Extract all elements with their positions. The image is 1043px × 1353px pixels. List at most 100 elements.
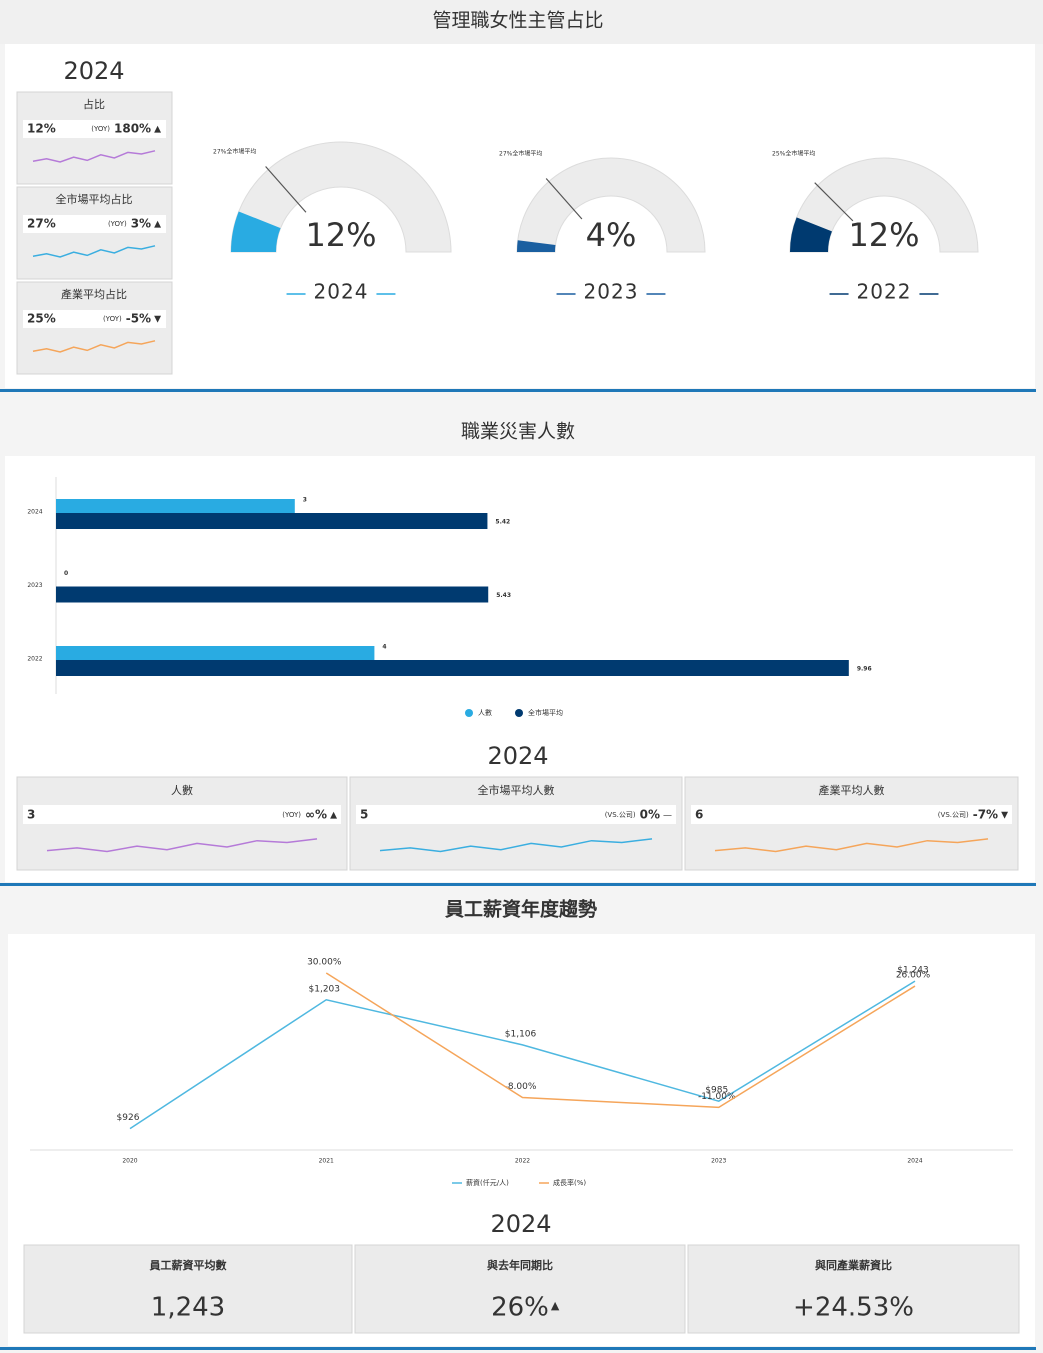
gauge-track xyxy=(230,141,452,253)
card-value: 3 xyxy=(27,808,35,822)
kpi-card xyxy=(687,1244,1020,1334)
trend-arrow: ▲ xyxy=(154,125,161,135)
change-value: 3% xyxy=(131,217,151,231)
card-row xyxy=(23,805,341,824)
legend-label: 全市場平均 xyxy=(528,708,563,717)
x-tick-label: 2022 xyxy=(515,1158,530,1165)
card-row xyxy=(691,805,1012,824)
sparkline xyxy=(714,838,989,853)
trend-arrow: ▼ xyxy=(1001,811,1008,821)
bar xyxy=(56,646,375,662)
card-row xyxy=(23,215,166,233)
panel xyxy=(5,44,1035,388)
bar-label: 5.42 xyxy=(495,519,510,526)
card-value: +24.53% xyxy=(793,1293,914,1323)
chart-title: 員工薪資年度趨勢 xyxy=(445,898,597,921)
separator xyxy=(0,883,1036,886)
change-value: ∞% xyxy=(305,808,327,822)
compare-label: (YOY) xyxy=(282,811,301,819)
compare-label: (YOY) xyxy=(91,125,110,133)
card-value: 5 xyxy=(360,808,368,822)
year-heading: 2024 xyxy=(490,1210,551,1238)
bar xyxy=(56,660,849,676)
data-label: $926 xyxy=(117,1113,140,1123)
card-row xyxy=(356,805,676,824)
gauge-category: 2023 xyxy=(584,280,639,304)
card-value: 1,243 xyxy=(151,1293,225,1323)
data-label: -11.00% xyxy=(698,1092,736,1102)
bar-label: 3 xyxy=(303,497,307,504)
gauge-fill xyxy=(231,211,281,252)
chart-title: 職業災害人數 xyxy=(461,421,575,443)
benchmark-needle xyxy=(545,178,583,220)
gauge-category: 2024 xyxy=(314,280,369,304)
sparkline xyxy=(46,838,318,853)
sparkline xyxy=(32,340,156,353)
kpi-card xyxy=(23,1244,353,1334)
compare-label: (VS.公司) xyxy=(605,811,636,819)
legend-swatch xyxy=(515,709,523,717)
x-tick-label: 2020 xyxy=(122,1158,137,1165)
card-title: 人數 xyxy=(171,784,193,797)
card-row xyxy=(23,120,166,138)
card-title: 全市場平均占比 xyxy=(56,192,133,206)
data-label: $1,203 xyxy=(309,984,341,994)
gauge-fill xyxy=(790,217,832,252)
y-tick-label: 2024 xyxy=(27,509,42,516)
legend-label: 成長率(%) xyxy=(553,1178,586,1187)
year-heading: 2024 xyxy=(487,742,548,770)
gauge-category: 2022 xyxy=(857,280,912,304)
year-heading: 2024 xyxy=(63,57,124,85)
change-value: 180% xyxy=(114,122,151,136)
kpi-card xyxy=(354,1244,686,1334)
data-label: $1,243 xyxy=(897,966,929,976)
bar xyxy=(56,513,488,529)
benchmark-label: 27%全市場平均 xyxy=(499,150,542,158)
header-bar xyxy=(0,0,1043,44)
legend-label: 薪資(仟元/人) xyxy=(466,1178,509,1187)
trend-arrow: ▲ xyxy=(154,220,161,230)
trend-arrow: ▲ xyxy=(330,811,337,821)
trend-arrow: ▲ xyxy=(551,1299,560,1312)
x-tick-label: 2021 xyxy=(319,1158,334,1165)
card-title: 產業平均占比 xyxy=(61,287,127,301)
data-label: -8.00% xyxy=(505,1082,537,1092)
compare-label: (YOY) xyxy=(103,315,122,323)
section-title: 管理職女性主管占比 xyxy=(432,10,603,32)
sparkline xyxy=(32,150,156,163)
card-value: 6 xyxy=(695,808,703,822)
change-value: 0% xyxy=(640,808,660,822)
trend-arrow: ▼ xyxy=(154,315,161,325)
legend-swatch xyxy=(465,709,473,717)
card-value: 25% xyxy=(27,312,56,326)
legend-label: 人數 xyxy=(478,708,492,717)
benchmark-label: 27%全市場平均 xyxy=(213,148,256,156)
gauge-fill xyxy=(517,240,556,252)
change-value: -5% xyxy=(126,312,151,326)
card-title: 與去年同期比 xyxy=(487,1258,553,1272)
bar xyxy=(56,499,295,515)
card-value: 12% xyxy=(27,122,56,136)
compare-label: (VS.公司) xyxy=(938,811,969,819)
card-value: 27% xyxy=(27,217,56,231)
bar-label: 5.43 xyxy=(496,592,511,599)
gauge-value: 4% xyxy=(586,216,637,254)
y-tick-label: 2023 xyxy=(27,582,42,589)
separator xyxy=(0,389,1036,392)
bar-label: 4 xyxy=(382,644,386,651)
line-series xyxy=(325,972,916,1109)
data-label: 26.00% xyxy=(896,971,931,981)
line-series xyxy=(129,980,916,1130)
card-title: 產業平均人數 xyxy=(819,783,885,797)
benchmark-needle xyxy=(265,166,307,213)
separator xyxy=(0,1347,1036,1350)
card-row xyxy=(23,310,166,328)
card-title: 全市場平均人數 xyxy=(478,783,555,797)
card-value: 26% xyxy=(491,1293,549,1323)
gauge-value: 12% xyxy=(848,216,919,254)
benchmark-label: 25%全市場平均 xyxy=(772,150,815,158)
compare-label: (YOY) xyxy=(108,220,127,228)
bar-label: 0 xyxy=(64,570,68,577)
